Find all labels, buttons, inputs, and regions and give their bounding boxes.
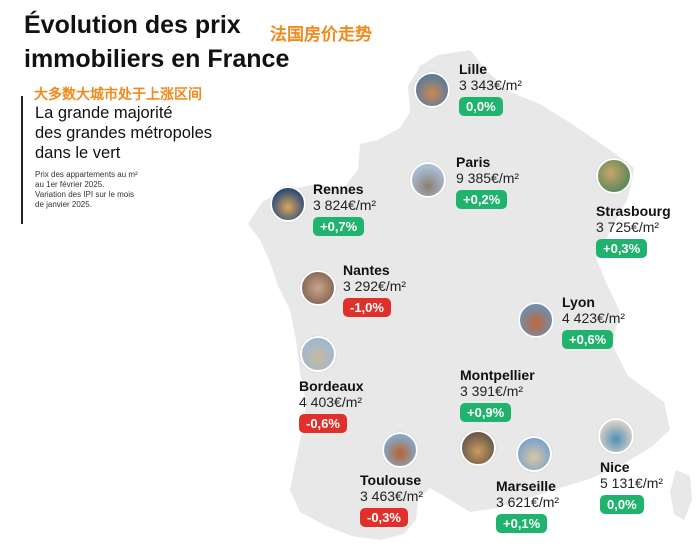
montpellier-photo [460, 430, 496, 466]
city-name: Toulouse [360, 472, 422, 488]
city-price: 3 725€/m² [596, 219, 660, 235]
change-badge: +0,6% [562, 330, 614, 349]
city-price: 3 824€/m² [313, 197, 377, 213]
city-nice: Nice 5 131€/m² 0,0% [600, 459, 663, 514]
city-lyon: Lyon 4 423€/m² +0,6% [562, 294, 625, 349]
subtitle-cn: 大多数大城市处于上涨区间 [34, 87, 202, 103]
city-name: Bordeaux [299, 378, 364, 394]
change-badge: 0,0% [600, 495, 644, 514]
city-name: Montpellier [460, 367, 535, 383]
rennes-photo [270, 186, 306, 222]
title-cn: 法国房价走势 [270, 25, 372, 45]
paris-photo [410, 162, 446, 198]
city-name: Rennes [313, 181, 364, 197]
change-badge: +0,7% [313, 217, 365, 236]
source-note: Prix des appartements au m² au 1er févri… [35, 170, 138, 209]
toulouse-photo [382, 432, 418, 468]
city-name: Strasbourg [596, 203, 671, 219]
divider [21, 96, 23, 224]
change-badge: 0,0% [459, 97, 503, 116]
city-nantes: Nantes 3 292€/m² -1,0% [343, 262, 406, 317]
city-name: Marseille [496, 478, 556, 494]
strasbourg-photo [596, 158, 632, 194]
city-bordeaux: Bordeaux 4 403€/m² -0,6% [299, 378, 364, 433]
city-lille: Lille 3 343€/m² 0,0% [459, 61, 522, 116]
city-toulouse: Toulouse 3 463€/m² -0,3% [360, 472, 423, 527]
change-badge: -0,3% [360, 508, 408, 527]
subtitle: La grande majorité des grandes métropole… [35, 104, 213, 162]
marseille-photo [516, 436, 552, 472]
france-shape [248, 50, 670, 540]
city-price: 5 131€/m² [600, 475, 664, 491]
city-strasbourg: Strasbourg 3 725€/m² +0,3% [596, 203, 671, 258]
nice-photo [598, 418, 634, 454]
change-badge: +0,1% [496, 514, 548, 533]
bordeaux-photo [300, 336, 336, 372]
city-price: 3 292€/m² [343, 278, 407, 294]
city-montpellier: Montpellier 3 391€/m² +0,9% [460, 367, 535, 422]
change-badge: +0,9% [460, 403, 512, 422]
city-price: 9 385€/m² [456, 170, 520, 186]
change-badge: +0,2% [456, 190, 508, 209]
city-name: Paris [456, 154, 491, 170]
city-name: Nice [600, 459, 630, 475]
city-marseille: Marseille 3 621€/m² +0,1% [496, 478, 559, 533]
lille-photo [414, 72, 450, 108]
city-name: Lille [459, 61, 488, 77]
city-name: Lyon [562, 294, 595, 310]
city-price: 3 343€/m² [459, 77, 523, 93]
city-rennes: Rennes 3 824€/m² +0,7% [313, 181, 376, 236]
page-title: Évolution des prix immobiliers en France [24, 11, 290, 73]
corsica-shape [670, 470, 692, 520]
lyon-photo [518, 302, 554, 338]
nantes-photo [300, 270, 336, 306]
city-price: 4 423€/m² [562, 310, 626, 326]
city-price: 4 403€/m² [299, 394, 363, 410]
city-price: 3 391€/m² [460, 383, 524, 399]
city-price: 3 621€/m² [496, 494, 560, 510]
city-name: Nantes [343, 262, 390, 278]
change-badge: -0,6% [299, 414, 347, 433]
change-badge: +0,3% [596, 239, 648, 258]
city-price: 3 463€/m² [360, 488, 424, 504]
city-paris: Paris 9 385€/m² +0,2% [456, 154, 519, 209]
change-badge: -1,0% [343, 298, 391, 317]
